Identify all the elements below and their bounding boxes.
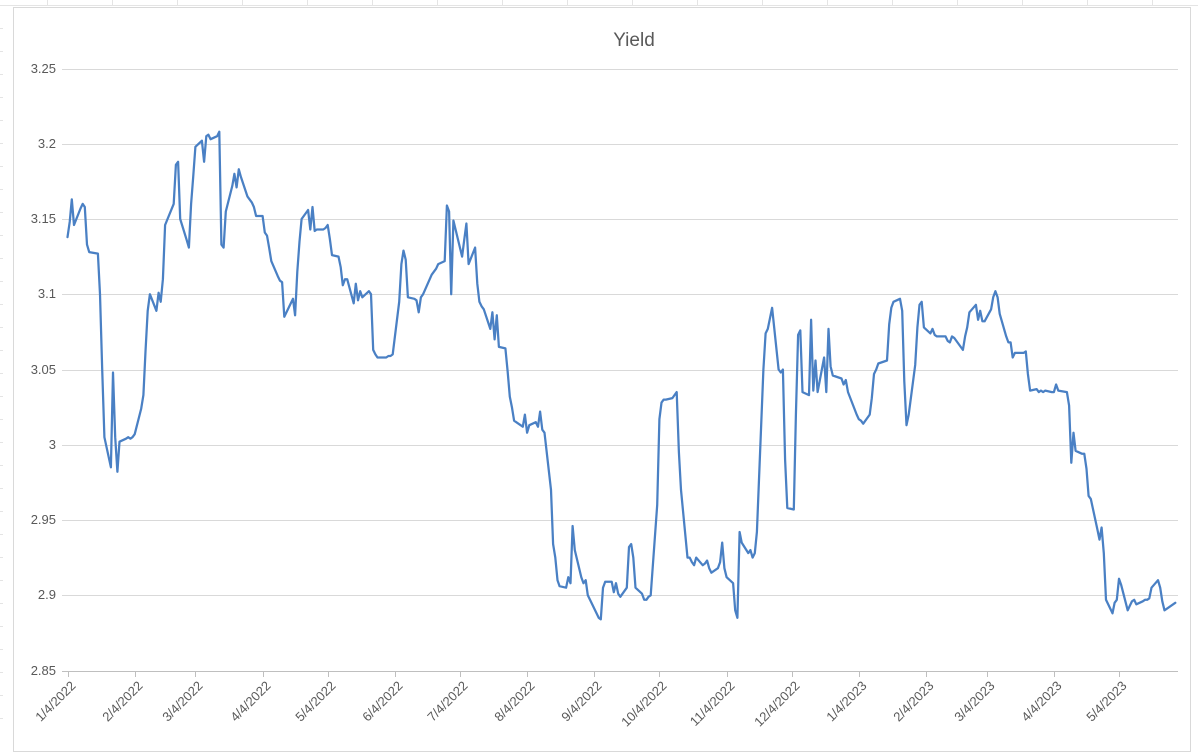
yield-series-line[interactable]	[68, 132, 1176, 620]
